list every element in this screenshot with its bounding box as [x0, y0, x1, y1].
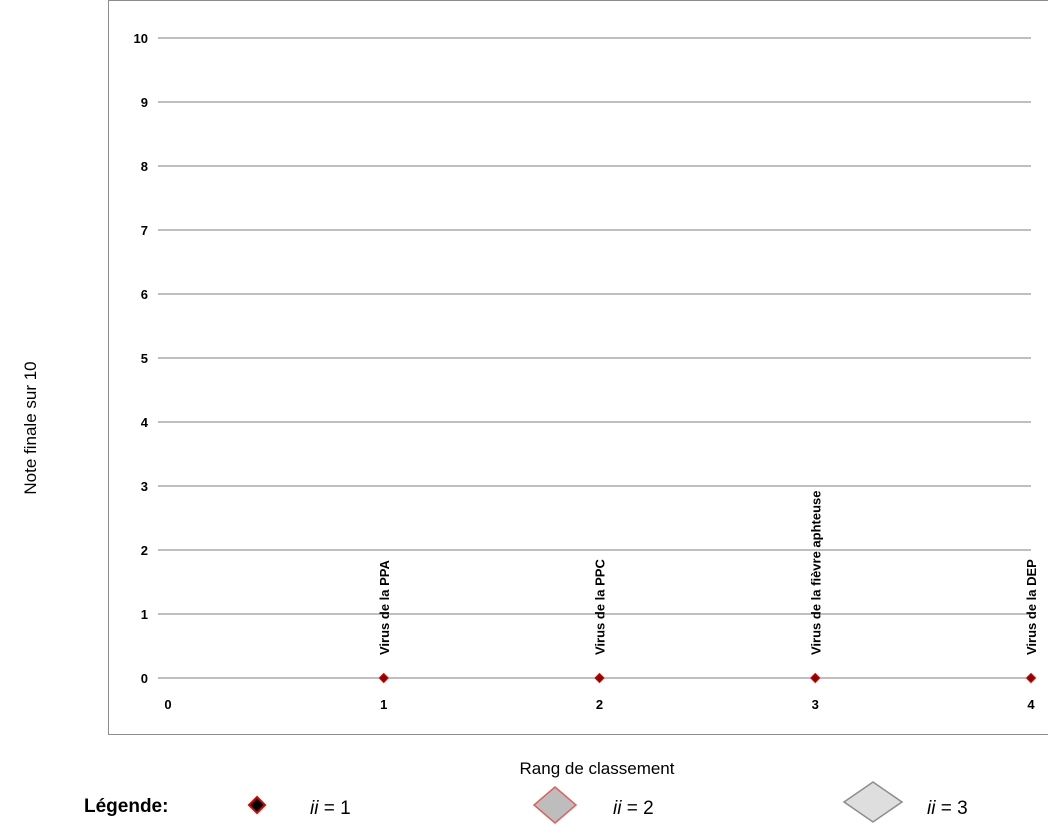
legend-label-ii1: ii = 1: [310, 798, 351, 819]
y-tick-label: 3: [141, 479, 148, 494]
y-tick-label: 1: [141, 607, 148, 622]
data-point: [594, 672, 605, 684]
x-axis-label: Rang de classement: [519, 759, 675, 778]
legend-marker-ii2: [532, 786, 578, 824]
legend-marker-ii3: [842, 781, 904, 823]
legend-label-ii3: ii = 3: [927, 798, 968, 819]
x-tick-label: 3: [812, 697, 819, 712]
y-tick-label: 9: [141, 95, 148, 110]
data-point: [810, 672, 821, 684]
data-label: Virus de la fièvre aphteuse: [808, 491, 823, 656]
y-tick-label: 4: [141, 415, 149, 430]
y-tick-label: 0: [141, 671, 148, 686]
x-tick-label: 2: [596, 697, 603, 712]
legend-marker-ii1: [247, 795, 267, 815]
data-label: Virus de la PPA: [377, 559, 392, 655]
x-tick-label: 4: [1027, 697, 1035, 712]
y-tick-label: 7: [141, 223, 148, 238]
y-tick-label: 10: [134, 31, 148, 46]
data-point: [1025, 672, 1037, 684]
legend-label-ii2: ii = 2: [613, 798, 654, 819]
data-point: [378, 672, 389, 684]
data-label: Virus de la DEP: [1024, 559, 1039, 655]
y-tick-label: 2: [141, 543, 148, 558]
y-axis-label: Note finale sur 10: [21, 361, 40, 495]
data-label: Virus de la PPC: [593, 559, 608, 655]
y-tick-label: 6: [141, 287, 148, 302]
x-tick-label: 1: [380, 697, 387, 712]
plot-area-frame: [108, 0, 1048, 735]
legend-title: Légende:: [84, 796, 169, 817]
y-tick-label: 8: [141, 159, 148, 174]
x-tick-label: 0: [164, 697, 171, 712]
y-tick-label: 5: [141, 351, 148, 366]
